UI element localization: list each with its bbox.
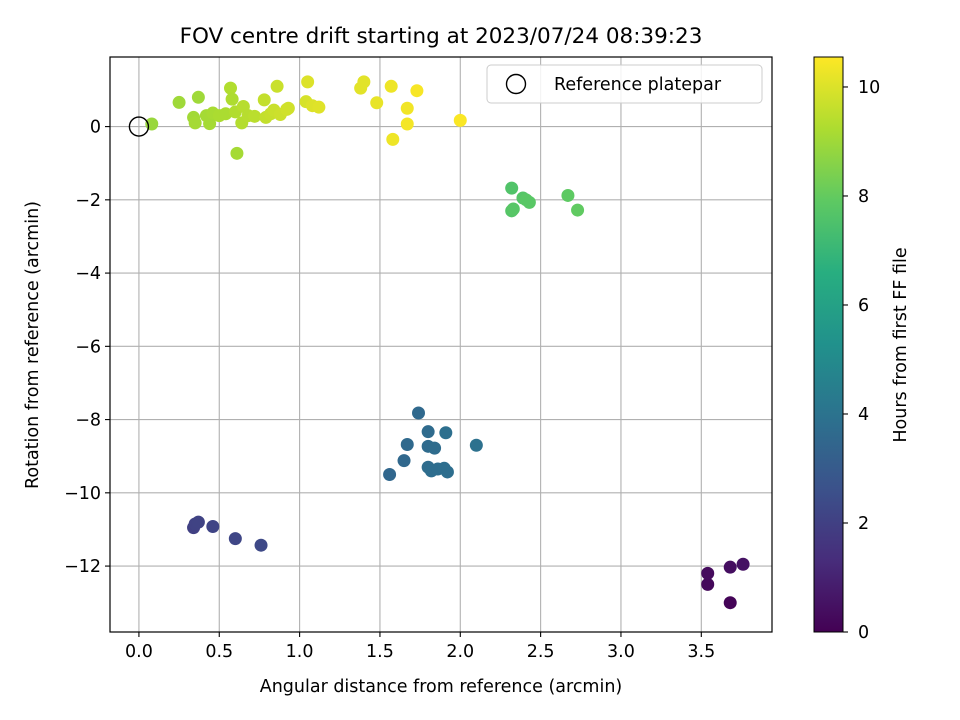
legend-open-circle-marker bbox=[505, 73, 527, 95]
reference-marker bbox=[128, 116, 150, 137]
scatter-point bbox=[506, 202, 520, 216]
colorbar-tick-label: 2 bbox=[858, 514, 869, 534]
data-points bbox=[145, 75, 750, 610]
scatter-point bbox=[428, 441, 442, 455]
y-axis-label: Rotation from reference (arcmin) bbox=[23, 201, 43, 489]
y-tick-label: −12 bbox=[64, 557, 101, 577]
scatter-point bbox=[203, 117, 217, 131]
x-tick-label: 2.5 bbox=[527, 642, 555, 662]
y-axis-ticks: 0 −2 −4 −6 −8 −10 −12 bbox=[64, 118, 110, 577]
colorbar-tick-label: 4 bbox=[858, 405, 869, 425]
plot-frame bbox=[109, 56, 773, 633]
y-tick-label: −8 bbox=[75, 411, 101, 431]
scatter-point bbox=[383, 468, 397, 482]
scatter-point bbox=[228, 532, 242, 546]
reference-platepar-marker bbox=[128, 116, 150, 137]
colorbar-tick-label: 10 bbox=[858, 78, 880, 98]
scatter-point bbox=[505, 181, 519, 195]
scatter-point bbox=[370, 96, 384, 110]
colorbar-label: Hours from first FF file bbox=[891, 247, 911, 442]
scatter-point bbox=[191, 90, 205, 104]
scatter-point bbox=[400, 101, 414, 115]
scatter-point bbox=[440, 465, 454, 479]
y-tick-label: −4 bbox=[75, 264, 101, 284]
x-tick-label: 1.5 bbox=[366, 642, 394, 662]
scatter-point bbox=[270, 79, 284, 93]
legend-box bbox=[486, 64, 763, 104]
scatter-point bbox=[439, 426, 453, 440]
scatter-point bbox=[723, 560, 737, 574]
scatter-point bbox=[230, 146, 244, 160]
y-tick-label: −10 bbox=[64, 484, 101, 504]
scatter-point bbox=[723, 596, 737, 610]
x-axis-ticks: 0.0 0.5 1.0 1.5 2.0 2.5 3.0 3.5 bbox=[125, 632, 715, 662]
scatter-point bbox=[397, 454, 411, 468]
scatter-point bbox=[219, 107, 233, 121]
x-tick-label: 2.0 bbox=[446, 642, 474, 662]
legend-label-reference-platepar: Reference platepar bbox=[554, 75, 722, 95]
y-tick-label: 0 bbox=[90, 118, 101, 138]
scatter-point bbox=[248, 109, 262, 123]
scatter-point bbox=[561, 188, 575, 202]
scatter-point bbox=[469, 438, 483, 452]
scatter-point bbox=[384, 79, 398, 93]
scatter-point bbox=[421, 425, 435, 439]
scatter-point bbox=[191, 515, 205, 529]
legend: Reference platepar bbox=[486, 64, 763, 104]
scatter-point bbox=[225, 92, 239, 106]
scatter-point bbox=[522, 195, 536, 209]
scatter-point bbox=[386, 132, 400, 146]
scatter-point bbox=[188, 116, 202, 130]
colorbar: 0 2 4 6 8 10 Hours from first FF file bbox=[813, 56, 911, 643]
scatter-point bbox=[301, 75, 315, 89]
scatter-point bbox=[254, 538, 268, 552]
scatter-point bbox=[410, 84, 424, 98]
scatter-point bbox=[257, 93, 271, 107]
scatter-point bbox=[571, 203, 585, 217]
scatter-point bbox=[357, 75, 371, 89]
x-tick-label: 0.0 bbox=[125, 642, 153, 662]
scatter-point bbox=[400, 117, 414, 131]
scatter-point bbox=[281, 101, 295, 115]
grid-lines bbox=[110, 57, 772, 632]
chart-title: FOV centre drift starting at 2023/07/24 … bbox=[180, 24, 703, 49]
x-tick-label: 1.0 bbox=[286, 642, 314, 662]
scatter-point bbox=[224, 81, 238, 95]
scatter-point bbox=[172, 95, 186, 109]
colorbar-tick-label: 0 bbox=[858, 623, 869, 643]
scatter-point bbox=[400, 437, 414, 451]
x-tick-label: 3.0 bbox=[607, 642, 635, 662]
x-axis-label: Angular distance from reference (arcmin) bbox=[260, 677, 623, 697]
colorbar-tick-label: 6 bbox=[858, 296, 869, 316]
scatter-point bbox=[736, 557, 750, 571]
scatter-point bbox=[312, 100, 326, 114]
colorbar-gradient bbox=[813, 56, 844, 633]
x-tick-label: 3.5 bbox=[687, 642, 715, 662]
scatter-point bbox=[701, 577, 715, 591]
scatter-point bbox=[206, 520, 220, 534]
scatter-point bbox=[145, 117, 159, 131]
scatter-point bbox=[453, 113, 467, 127]
x-tick-label: 0.5 bbox=[205, 642, 233, 662]
y-tick-label: −6 bbox=[75, 337, 101, 357]
colorbar-tick-label: 8 bbox=[858, 187, 869, 207]
scatter-point bbox=[701, 566, 715, 580]
y-tick-label: −2 bbox=[75, 191, 101, 211]
scatter-point bbox=[412, 406, 426, 420]
colorbar-ticks: 0 2 4 6 8 10 bbox=[843, 78, 880, 643]
